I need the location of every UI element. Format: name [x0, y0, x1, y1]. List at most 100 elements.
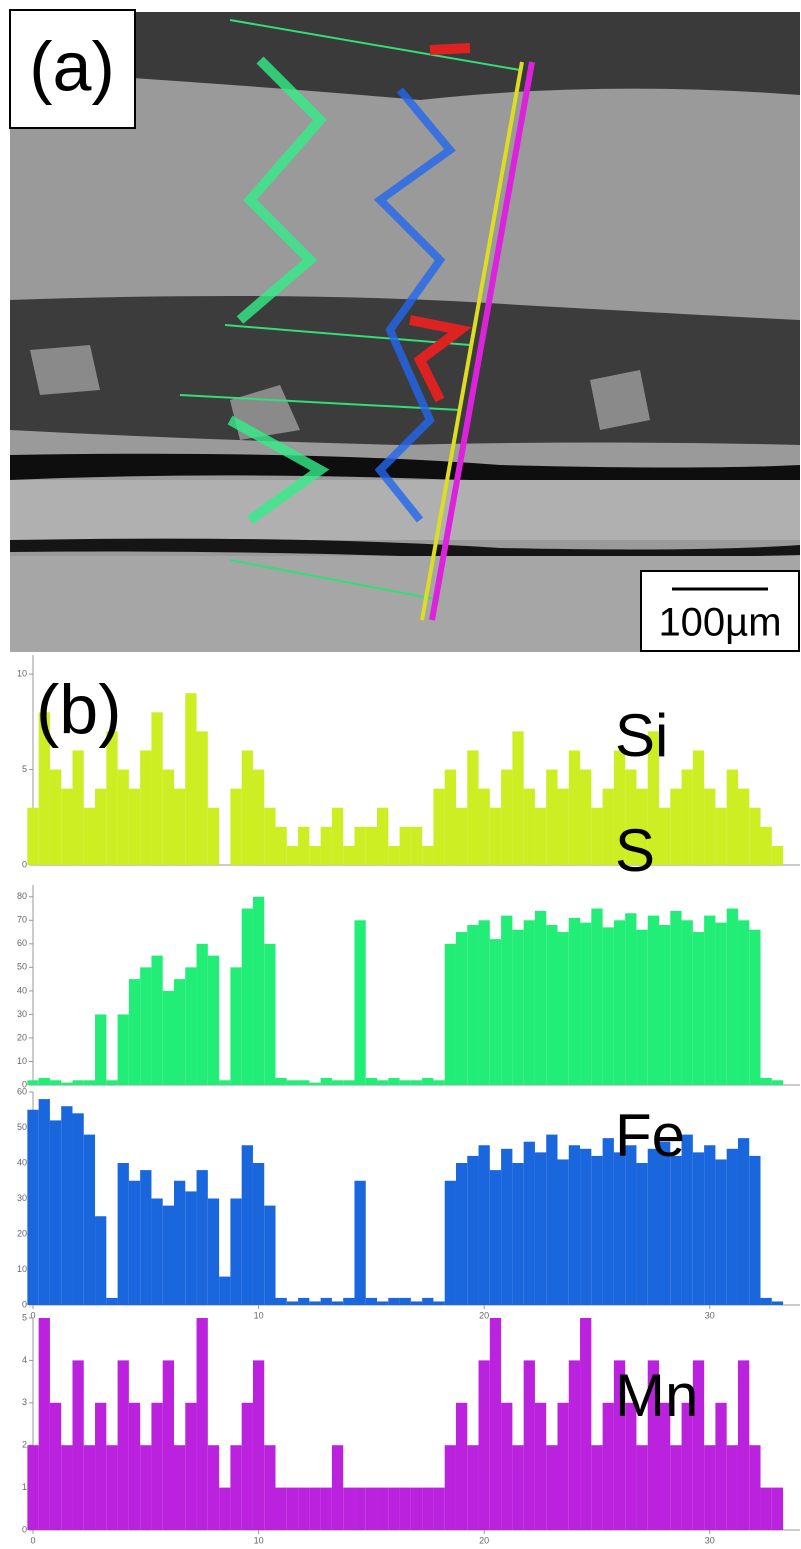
bar: [715, 1402, 727, 1530]
bar: [726, 769, 738, 865]
scan-line: [420, 61, 524, 621]
bar: [613, 1360, 626, 1530]
bar: [489, 939, 502, 1085]
bar: [625, 1402, 637, 1530]
bar: [523, 788, 535, 865]
bar: [501, 915, 513, 1085]
bar: [286, 1301, 299, 1305]
bar: [512, 929, 524, 1085]
bar: [185, 1402, 197, 1530]
bar: [760, 826, 772, 865]
bar: [219, 1276, 231, 1305]
bar: [95, 788, 107, 865]
bar: [264, 1445, 276, 1530]
bar: [681, 769, 693, 865]
x-tick-label: 10: [254, 1535, 264, 1545]
label-box: [9, 9, 136, 129]
bar: [625, 1145, 637, 1305]
bar: [320, 1077, 332, 1085]
bar: [309, 1082, 321, 1085]
panel-label: (b): [36, 670, 122, 748]
bar: [162, 769, 174, 865]
bar: [354, 1487, 366, 1530]
bar: [219, 1080, 231, 1085]
bar: [602, 927, 614, 1085]
bar: [27, 1109, 39, 1305]
bar: [117, 1163, 129, 1305]
bar: [106, 1297, 118, 1305]
bar: [241, 1402, 253, 1530]
bar: [636, 788, 648, 865]
bar: [557, 1159, 569, 1305]
x-tick-label: 30: [705, 1310, 715, 1320]
bar: [275, 1297, 287, 1305]
scan-trace: [179, 19, 521, 601]
bar: [715, 922, 727, 1085]
bar: [140, 1170, 152, 1305]
bar: [399, 826, 411, 865]
bar: [501, 1148, 513, 1305]
bar: [365, 1077, 378, 1085]
bar: [704, 788, 716, 865]
bar: [309, 1301, 321, 1305]
bar: [433, 1080, 445, 1085]
y-tick-label: 40: [17, 1157, 27, 1167]
bar: [185, 693, 197, 865]
bar: [580, 1318, 592, 1530]
x-tick-label: 0: [30, 1310, 35, 1320]
bar: [298, 1080, 310, 1085]
x-tick-label: 10: [254, 1310, 264, 1320]
bar: [602, 788, 614, 865]
y-tick-label: 10: [17, 1264, 27, 1274]
bar: [557, 932, 569, 1085]
bar: [230, 967, 242, 1085]
bar: [489, 1170, 502, 1305]
bar: [38, 712, 50, 865]
y-tick-label: 50: [17, 1122, 27, 1132]
bar: [467, 750, 479, 865]
bar: [613, 920, 626, 1085]
bar: [162, 1205, 174, 1305]
bar: [140, 1445, 152, 1530]
bar: [95, 1402, 107, 1530]
bar: [185, 967, 197, 1085]
bar: [636, 929, 648, 1085]
bar: [140, 750, 152, 865]
bar: [309, 1487, 321, 1530]
bar: [83, 1445, 96, 1530]
bar: [241, 1145, 253, 1305]
bar: [625, 913, 637, 1085]
bar: [241, 750, 253, 865]
bar: [546, 1134, 558, 1305]
bar: [151, 1198, 163, 1305]
bar: [692, 1152, 705, 1305]
bar: [749, 929, 761, 1085]
bar: [715, 807, 727, 865]
bar: [264, 943, 276, 1085]
bar: [467, 1445, 479, 1530]
bar: [219, 1487, 231, 1530]
bar: [659, 807, 671, 865]
x-tick-label: 30: [705, 1535, 715, 1545]
bar: [749, 1445, 761, 1530]
bar: [534, 807, 547, 865]
bar: [444, 1180, 456, 1305]
y-tick-label: 5: [22, 1312, 27, 1322]
bar: [27, 1445, 39, 1530]
y-tick-label: 60: [17, 938, 27, 948]
y-tick-label: 3: [22, 1397, 27, 1407]
bar: [410, 826, 423, 865]
bar: [27, 1080, 39, 1085]
bar: [422, 1077, 434, 1085]
bar: [117, 1360, 129, 1530]
y-tick-label: 5: [22, 764, 27, 774]
bar: [388, 1297, 400, 1305]
bar: [681, 920, 693, 1085]
bar: [38, 1318, 50, 1530]
bar: [196, 1318, 208, 1530]
bar: [636, 1445, 648, 1530]
y-tick-label: 2: [22, 1440, 27, 1450]
bar: [602, 1138, 614, 1305]
bar: [534, 1152, 547, 1305]
y-tick-label: 80: [17, 891, 27, 901]
